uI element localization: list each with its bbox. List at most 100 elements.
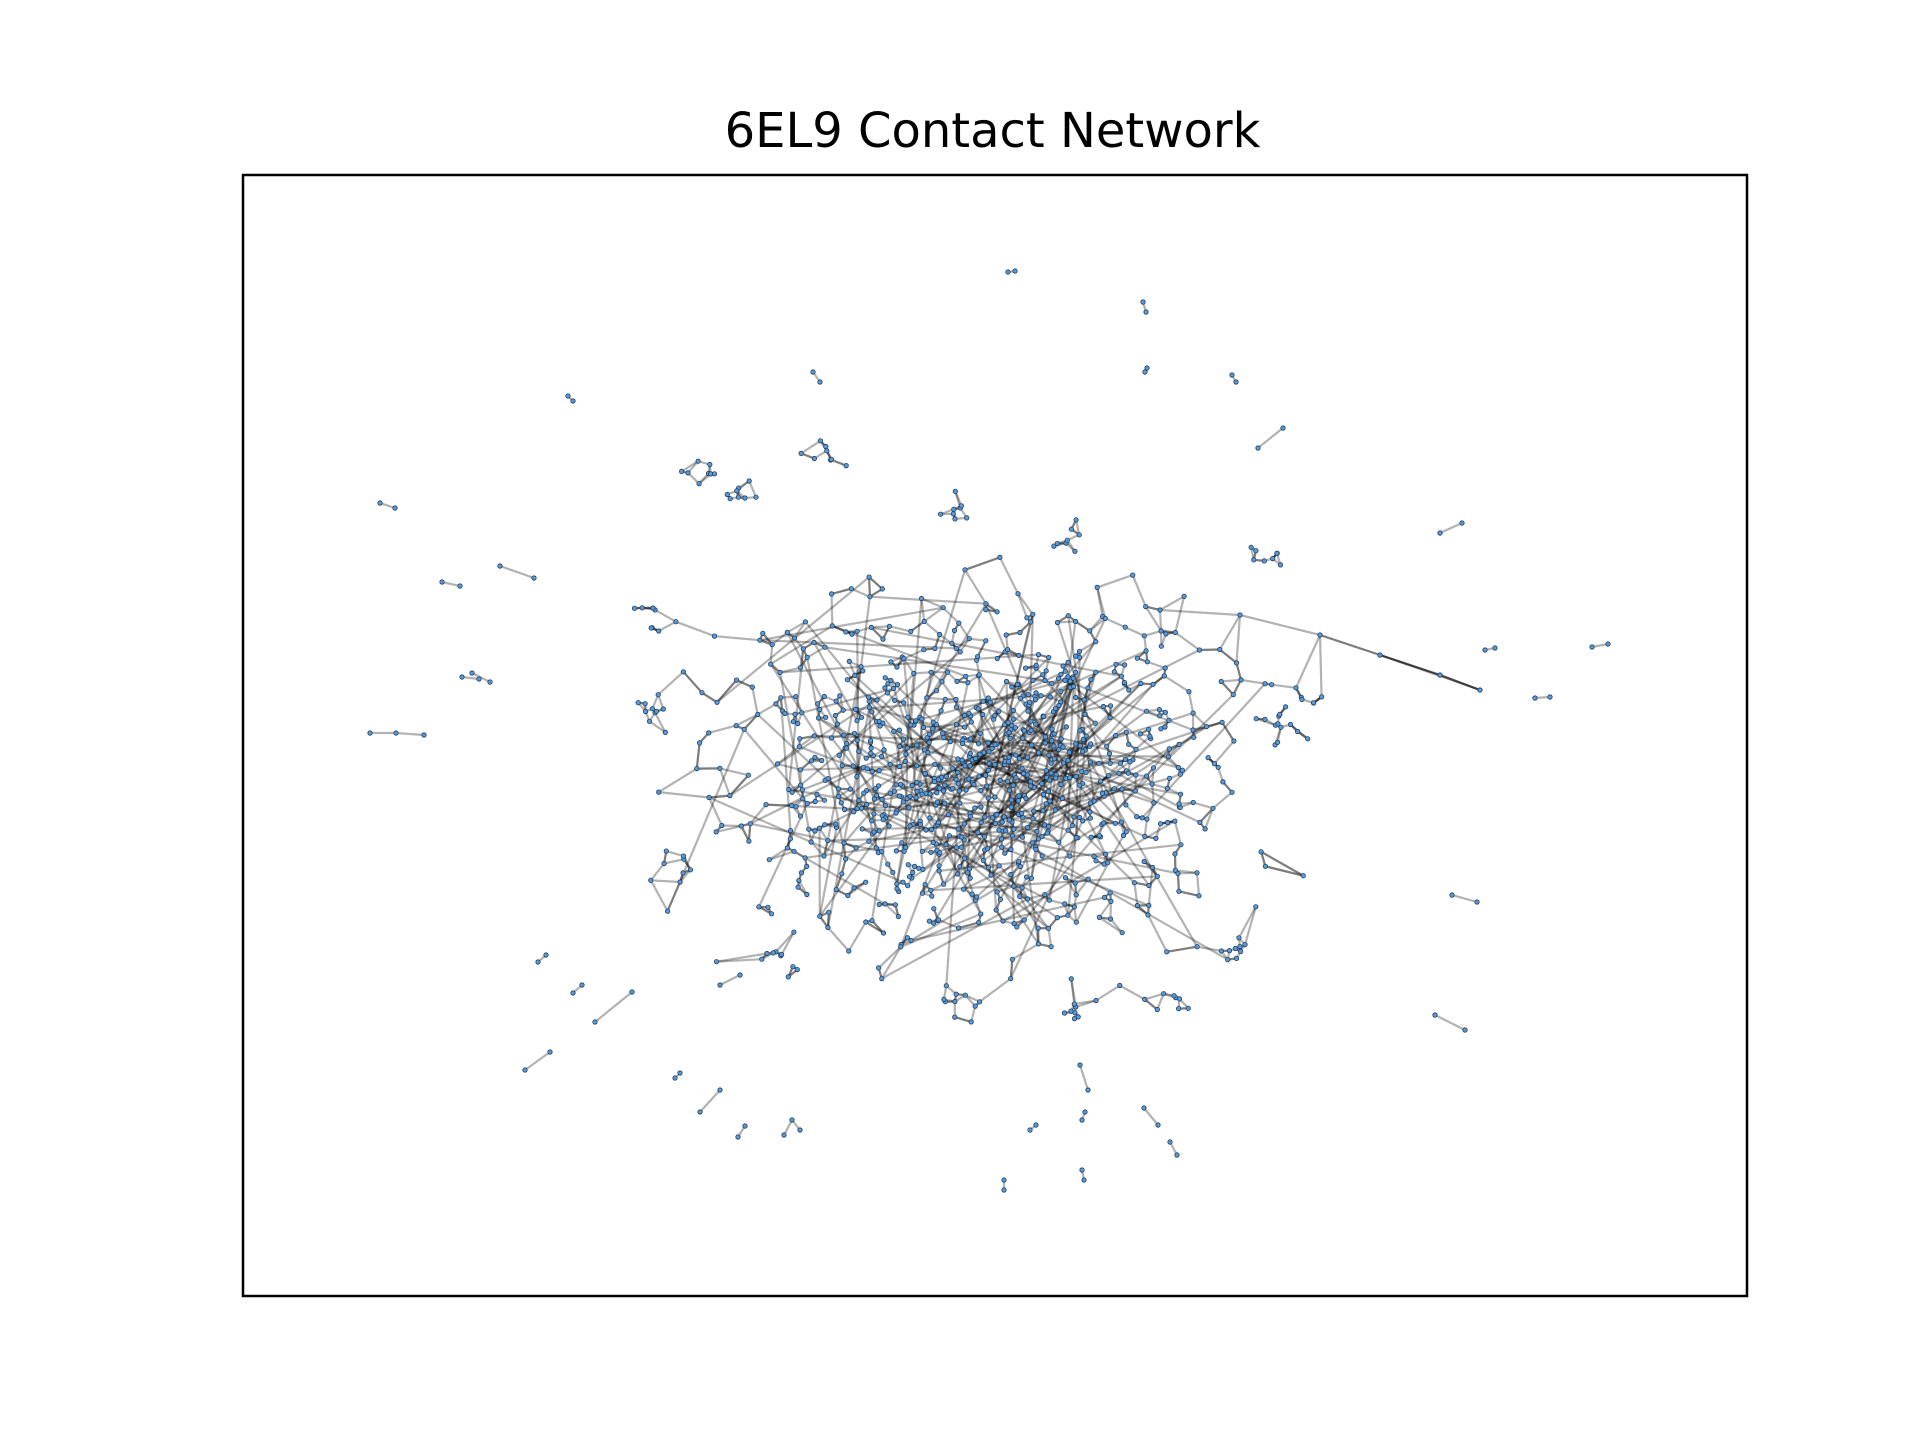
network-edge	[675, 620, 715, 638]
network-edge	[996, 885, 1015, 893]
network-node	[924, 734, 930, 741]
network-edge	[756, 713, 873, 822]
network-node	[1060, 760, 1067, 766]
network-edge	[976, 640, 987, 658]
network-edge	[1027, 893, 1046, 901]
network-node	[1028, 718, 1034, 724]
network-edge	[682, 671, 703, 694]
network-edge	[932, 682, 969, 843]
network-edge	[770, 624, 833, 666]
network-node	[881, 747, 887, 753]
network-node	[1049, 738, 1055, 744]
network-edge	[1173, 820, 1182, 845]
network-node	[1477, 687, 1483, 693]
network-edge	[1177, 871, 1198, 875]
network-node	[796, 877, 802, 884]
network-node	[817, 913, 823, 919]
network-node	[711, 471, 718, 477]
network-node	[1000, 918, 1006, 924]
network-edge	[920, 777, 1066, 792]
network-edge	[1151, 784, 1155, 803]
network-edge	[966, 813, 972, 873]
network-node	[1176, 741, 1182, 748]
network-edge	[904, 717, 909, 848]
network-node	[987, 699, 993, 705]
network-edge	[1175, 869, 1198, 874]
network-node	[935, 776, 942, 783]
network-edge	[958, 921, 979, 930]
network-edge	[945, 759, 964, 986]
network-node	[1122, 624, 1128, 630]
network-node	[1275, 721, 1281, 727]
network-node	[893, 782, 899, 788]
network-node	[778, 695, 784, 701]
network-edge	[716, 958, 762, 963]
network-edge	[1089, 617, 1106, 632]
network-edge	[1096, 587, 1104, 617]
network-node	[790, 964, 796, 970]
network-edge	[750, 822, 883, 853]
network-node	[953, 696, 959, 703]
network-node	[717, 982, 723, 988]
network-edge	[1096, 574, 1134, 589]
network-node	[958, 503, 965, 509]
network-node	[1065, 674, 1071, 680]
network-node	[1158, 821, 1164, 827]
network-node	[854, 773, 860, 780]
network-node	[981, 749, 987, 756]
network-node	[964, 870, 971, 876]
network-node	[1004, 646, 1011, 653]
network-node	[1065, 659, 1071, 666]
network-node	[1005, 269, 1011, 275]
network-node	[1009, 833, 1016, 839]
network-edge	[1195, 872, 1201, 896]
network-node	[1043, 668, 1049, 674]
network-edge	[1109, 918, 1124, 934]
network-node	[981, 834, 988, 840]
network-node	[930, 726, 936, 732]
network-node	[1149, 864, 1156, 871]
network-node	[1151, 800, 1157, 806]
network-node	[1270, 555, 1276, 562]
network-node	[1153, 835, 1159, 842]
network-node	[908, 628, 914, 635]
network-edge	[932, 736, 1047, 924]
network-edge	[779, 666, 801, 674]
network-node	[1021, 917, 1027, 923]
network-node	[1016, 793, 1022, 799]
network-node	[916, 865, 922, 871]
network-node	[887, 761, 893, 768]
network-edge	[1591, 642, 1609, 649]
network-node	[907, 793, 913, 799]
network-node	[457, 583, 463, 589]
network-edge	[918, 717, 931, 819]
network-edge	[1187, 691, 1195, 714]
network-edge	[844, 799, 1019, 811]
network-node	[1116, 770, 1122, 776]
network-edge	[942, 715, 1045, 885]
network-edge	[889, 673, 1044, 766]
network-node	[983, 638, 989, 644]
network-node	[962, 855, 968, 861]
network-edge	[743, 713, 759, 731]
network-node	[935, 917, 942, 923]
network-node	[819, 757, 825, 764]
network-node	[1172, 629, 1178, 636]
network-edge	[806, 657, 847, 860]
network-node	[1035, 836, 1042, 842]
network-node	[920, 724, 927, 731]
network-node	[1056, 702, 1062, 709]
network-node	[1015, 798, 1022, 804]
network-node	[904, 935, 911, 941]
network-node	[994, 655, 1000, 662]
network-node	[894, 881, 900, 887]
network-node	[937, 765, 944, 771]
network-node	[787, 836, 794, 842]
network-node	[823, 714, 829, 720]
network-node	[742, 1123, 748, 1129]
network-edge	[920, 598, 926, 622]
network-node	[885, 681, 891, 687]
network-node	[1028, 619, 1034, 625]
network-node	[931, 778, 938, 785]
network-node	[923, 827, 929, 833]
